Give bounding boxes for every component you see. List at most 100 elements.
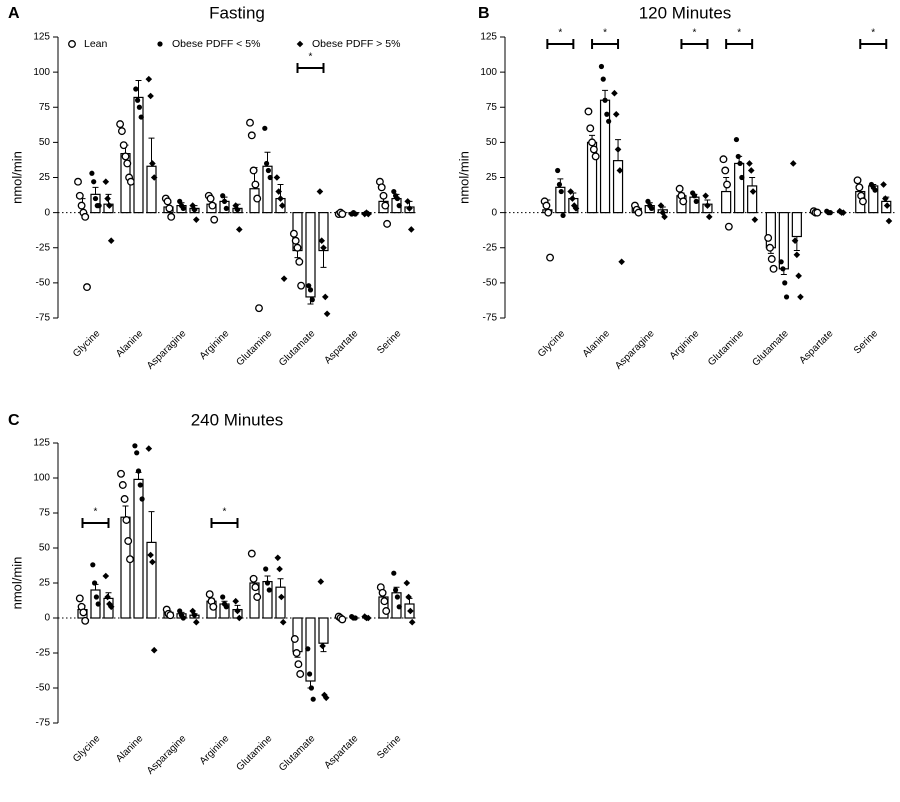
data-point: [117, 127, 126, 136]
significance-label: *: [737, 28, 741, 39]
y-tick-label: 0: [44, 207, 50, 218]
data-point: [145, 75, 153, 83]
data-point: [403, 579, 411, 587]
data-point: [81, 616, 90, 625]
data-point: [645, 198, 651, 204]
bar: [318, 617, 329, 644]
x-tick-label: Aspartate: [797, 328, 835, 366]
x-tick-label: Aspartate: [322, 733, 360, 771]
data-point: [880, 181, 887, 188]
data-point: [92, 580, 98, 586]
data-point: [659, 209, 667, 216]
data-point: [352, 615, 358, 621]
data-point: [408, 618, 416, 626]
y-axis-label: nmol/min: [456, 151, 471, 204]
data-point: [885, 217, 893, 225]
data-point: [737, 160, 743, 167]
x-tick-label: Asparagine: [613, 328, 657, 372]
x-tick-label: Serine: [375, 733, 404, 762]
error-bar: [277, 578, 284, 588]
data-point: [132, 443, 138, 449]
data-point: [251, 583, 260, 592]
y-tick-label: -50: [36, 278, 51, 289]
data-point: [150, 646, 158, 654]
data-point: [702, 192, 709, 200]
data-point: [853, 176, 862, 185]
data-point: [572, 205, 580, 212]
x-tick-label: Aspartate: [322, 328, 360, 366]
data-point: [616, 167, 624, 174]
bar: [734, 162, 745, 214]
data-point: [555, 167, 561, 174]
data-point: [305, 646, 311, 652]
data-point: [280, 275, 288, 282]
data-point: [739, 174, 745, 181]
data-point: [310, 696, 316, 702]
data-point: [149, 160, 156, 167]
chart-title: Fasting: [209, 3, 265, 22]
error-bar: [148, 511, 155, 543]
data-point: [292, 649, 301, 657]
data-point: [783, 294, 790, 300]
significance-bracket: [210, 518, 239, 528]
x-tick-label: Alanine: [581, 328, 613, 360]
y-tick-label: 75: [39, 508, 51, 519]
legend-marker: [296, 40, 304, 48]
data-point: [789, 160, 797, 167]
data-point: [234, 607, 241, 615]
data-point: [255, 304, 263, 313]
data-point: [679, 197, 688, 206]
data-point: [404, 198, 411, 205]
x-tick-label: Arginine: [668, 328, 702, 362]
data-point: [408, 226, 415, 233]
data-point: [279, 618, 287, 626]
data-point: [611, 89, 618, 97]
data-point: [749, 188, 757, 195]
data-point: [394, 594, 400, 600]
data-point: [126, 177, 135, 186]
x-tick-label: Glutamine: [706, 328, 746, 368]
data-point: [273, 174, 281, 181]
data-point: [600, 76, 606, 82]
error-bar: [320, 250, 327, 268]
bar: [292, 617, 303, 653]
data-point: [567, 188, 574, 195]
y-tick-label: 25: [39, 172, 51, 183]
data-point: [91, 179, 97, 185]
data-point: [191, 611, 198, 619]
x-tick-label: Arginine: [198, 328, 232, 362]
bar: [262, 165, 273, 214]
significance-bracket: [591, 39, 620, 49]
data-point: [795, 272, 802, 280]
significance-bracket: [296, 63, 325, 73]
data-point: [365, 614, 372, 622]
data-point: [223, 205, 229, 212]
data-point: [193, 618, 200, 626]
error-bar: [122, 505, 129, 518]
significance-label: *: [223, 507, 227, 518]
data-point: [123, 159, 132, 168]
data-point: [74, 177, 82, 186]
data-point: [278, 593, 285, 601]
data-point: [138, 114, 144, 120]
data-point: [307, 287, 314, 293]
y-tick-label: -50: [36, 683, 51, 694]
data-point: [139, 496, 145, 502]
significance-label: *: [94, 507, 98, 518]
data-point: [377, 183, 386, 192]
y-axis-label: nmol/min: [9, 557, 24, 610]
x-tick-label: Asparagine: [145, 733, 189, 777]
data-point: [277, 195, 284, 202]
data-point: [827, 210, 833, 216]
significance-bracket: [859, 39, 888, 49]
data-point: [180, 615, 186, 621]
data-point: [297, 281, 306, 290]
data-point: [205, 590, 214, 599]
data-point: [405, 593, 412, 601]
data-point: [83, 283, 91, 292]
data-point: [612, 110, 620, 118]
error-bar: [92, 186, 99, 195]
data-point: [93, 594, 99, 600]
data-point: [90, 562, 96, 568]
data-point: [746, 160, 753, 167]
